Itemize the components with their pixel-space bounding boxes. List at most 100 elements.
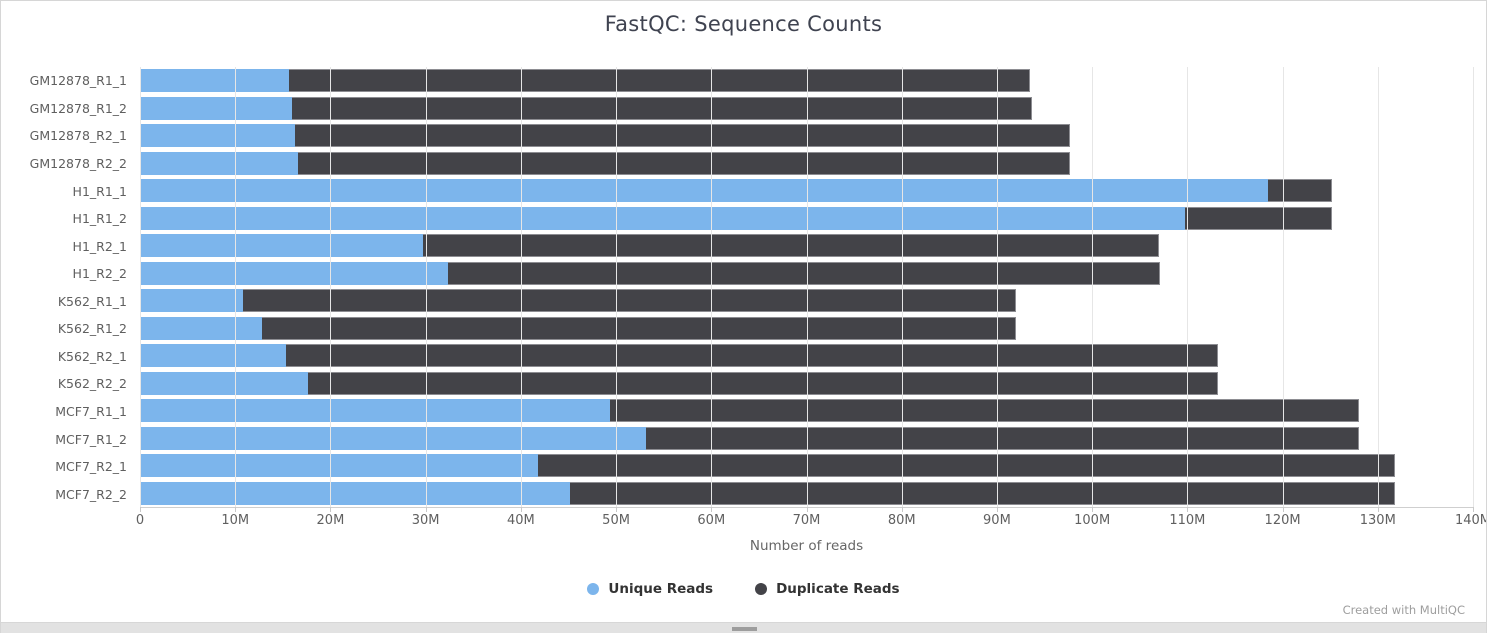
bar-stack — [140, 69, 1473, 93]
bar-segment-unique-reads[interactable] — [140, 69, 289, 93]
category-label: GM12878_R1_2 — [29, 100, 127, 116]
category-label: MCF7_R1_1 — [55, 404, 127, 420]
x-tick-label: 60M — [697, 513, 726, 528]
bar-segment-unique-reads[interactable] — [140, 289, 243, 313]
axis-tick — [1092, 507, 1094, 512]
bar-segment-unique-reads[interactable] — [140, 316, 262, 340]
category-label: K562_R2_2 — [57, 376, 127, 392]
bar-row — [140, 342, 1473, 370]
bar-segment-duplicate-reads[interactable] — [288, 69, 1031, 93]
axis-tick — [330, 507, 332, 512]
x-tick-label: 80M — [887, 513, 916, 528]
bar-rows — [140, 67, 1473, 507]
x-tick-label: 90M — [983, 513, 1011, 528]
axis-tick — [996, 507, 998, 512]
bar-segment-duplicate-reads[interactable] — [645, 426, 1359, 450]
bar-row — [140, 287, 1473, 315]
legend-label: Duplicate Reads — [776, 581, 900, 597]
bar-row — [140, 452, 1473, 480]
bar-segment-unique-reads[interactable] — [140, 399, 611, 423]
bar-segment-duplicate-reads[interactable] — [570, 481, 1395, 505]
category-label: H1_R1_1 — [72, 183, 127, 199]
gridline — [235, 67, 237, 507]
x-tick-label: 0 — [135, 513, 145, 528]
gridline — [425, 67, 427, 507]
chart-title: FastQC: Sequence Counts — [604, 12, 883, 36]
category-label: MCF7_R2_1 — [55, 459, 127, 475]
axis-tick — [806, 507, 808, 512]
bar-segment-duplicate-reads[interactable] — [1184, 206, 1333, 230]
bar-row — [140, 260, 1473, 288]
axis-tick — [425, 507, 427, 512]
bar-segment-duplicate-reads[interactable] — [292, 96, 1033, 120]
axis-tick — [711, 507, 713, 512]
x-tick-label: 130M — [1359, 513, 1396, 528]
bar-segment-unique-reads[interactable] — [140, 426, 646, 450]
legend-label: Unique Reads — [608, 581, 714, 597]
bar-segment-duplicate-reads[interactable] — [298, 151, 1071, 175]
bar-segment-unique-reads[interactable] — [140, 261, 448, 285]
gridline — [330, 67, 332, 507]
gridline — [616, 67, 618, 507]
bar-segment-unique-reads[interactable] — [140, 481, 571, 505]
bar-segment-duplicate-reads[interactable] — [1268, 179, 1333, 203]
bar-row — [140, 67, 1473, 95]
bar-segment-unique-reads[interactable] — [140, 371, 308, 395]
bar-stack — [140, 124, 1473, 148]
bar-segment-unique-reads[interactable] — [140, 454, 538, 478]
x-tick-label: 100M — [1074, 513, 1111, 528]
bar-stack — [140, 399, 1473, 423]
bar-segment-duplicate-reads[interactable] — [307, 371, 1218, 395]
chart-legend: Unique Reads Duplicate Reads — [1, 581, 1486, 597]
bar-row — [140, 370, 1473, 398]
x-tick-label: 70M — [792, 513, 821, 528]
bar-row — [140, 122, 1473, 150]
bar-stack — [140, 454, 1473, 478]
bar-segment-unique-reads[interactable] — [140, 344, 286, 368]
bar-stack — [140, 151, 1473, 175]
bar-segment-duplicate-reads[interactable] — [447, 261, 1160, 285]
bar-segment-duplicate-reads[interactable] — [242, 289, 1016, 313]
bar-segment-unique-reads[interactable] — [140, 96, 293, 120]
bar-segment-unique-reads[interactable] — [140, 234, 423, 258]
bar-row — [140, 232, 1473, 260]
category-label: GM12878_R2_2 — [29, 155, 127, 171]
axis-tick — [1282, 507, 1284, 512]
bar-stack — [140, 316, 1473, 340]
category-label: K562_R1_1 — [57, 293, 127, 309]
legend-swatch — [587, 583, 600, 595]
bar-row — [140, 95, 1473, 123]
bar-segment-unique-reads[interactable] — [140, 179, 1269, 203]
axis-tick — [235, 507, 237, 512]
bar-segment-duplicate-reads[interactable] — [295, 124, 1071, 148]
legend-item[interactable]: Unique Reads — [587, 581, 713, 597]
bar-segment-unique-reads[interactable] — [140, 124, 296, 148]
category-label: H1_R2_2 — [72, 266, 127, 282]
category-label: GM12878_R1_1 — [29, 73, 127, 89]
multiqc-watermark: Created with MultiQC — [1342, 603, 1465, 617]
gridline — [1473, 67, 1474, 507]
gridline — [711, 67, 713, 507]
bar-stack — [140, 289, 1473, 313]
bar-segment-unique-reads[interactable] — [140, 206, 1185, 230]
bar-segment-duplicate-reads[interactable] — [261, 316, 1016, 340]
axis-tick — [1377, 507, 1379, 512]
x-axis-tick-labels: 0 10M 20M 30M 40M 50M 60M 70M 80M 90M 100M 110M 120M… — [136, 513, 1486, 531]
plot-area — [140, 67, 1474, 512]
horizontal-scrollbar-track[interactable] — [1, 622, 1486, 633]
bar-stack — [140, 371, 1473, 395]
gridline — [1187, 67, 1189, 507]
gridline — [901, 67, 903, 507]
bar-segment-unique-reads[interactable] — [140, 151, 299, 175]
category-label: K562_R2_1 — [57, 348, 127, 364]
bar-segment-duplicate-reads[interactable] — [537, 454, 1395, 478]
legend-item[interactable]: Duplicate Reads — [755, 581, 900, 597]
bar-segment-duplicate-reads[interactable] — [285, 344, 1218, 368]
bar-stack — [140, 206, 1473, 230]
horizontal-scrollbar-thumb[interactable] — [732, 627, 757, 631]
gridline — [1377, 67, 1379, 507]
axis-tick — [901, 507, 903, 512]
bar-segment-duplicate-reads[interactable] — [422, 234, 1159, 258]
x-tick-label: 120M — [1264, 513, 1301, 528]
bar-segment-duplicate-reads[interactable] — [610, 399, 1359, 423]
